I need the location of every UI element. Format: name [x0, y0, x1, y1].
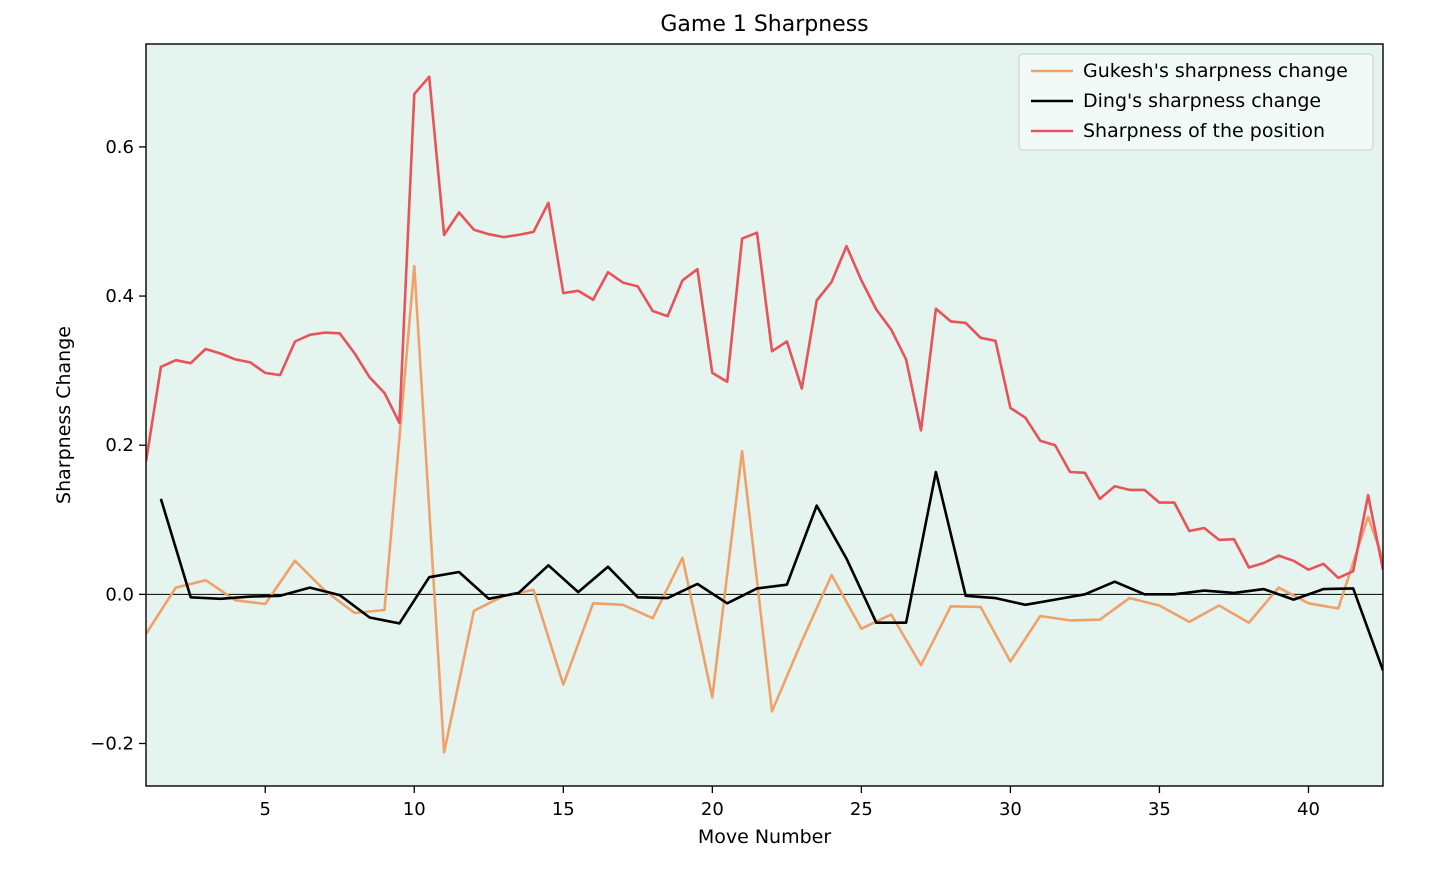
x-tick-label: 40	[1297, 799, 1320, 820]
legend-label: Gukesh's sharpness change	[1083, 60, 1348, 82]
x-axis-label: Move Number	[698, 826, 832, 848]
legend-label: Sharpness of the position	[1083, 120, 1325, 142]
x-tick-label: 5	[260, 799, 271, 820]
y-tick-label: −0.2	[90, 733, 134, 754]
x-tick-label: 30	[999, 799, 1022, 820]
plot-background	[146, 44, 1383, 786]
plot-frame	[145, 43, 1384, 787]
y-axis: −0.2 0.0 0.2 0.4 0.6	[90, 137, 146, 754]
y-tick-label: 0.4	[105, 286, 134, 307]
x-tick-label: 35	[1148, 799, 1171, 820]
series-line-3	[146, 75, 1383, 580]
chart-title: Game 1 Sharpness	[660, 12, 868, 37]
series-line-2	[159, 470, 1383, 671]
legend-label: Ding's sharpness change	[1083, 90, 1321, 112]
x-tick-label: 25	[850, 799, 873, 820]
x-tick-label: 10	[403, 799, 426, 820]
x-axis: 5 10 15 20 25 30 35 40	[260, 786, 1320, 820]
series-line-1	[146, 264, 1383, 754]
legend-box	[1018, 53, 1374, 151]
y-tick-label: 0.2	[105, 435, 134, 456]
y-axis-label: Sharpness Change	[53, 326, 75, 504]
y-tick-label: 0.6	[105, 137, 134, 158]
legend: Gukesh's sharpness change Ding's sharpnes…	[1018, 53, 1374, 151]
x-tick-label: 20	[701, 799, 724, 820]
x-tick-label: 15	[552, 799, 575, 820]
y-tick-label: 0.0	[105, 584, 134, 605]
